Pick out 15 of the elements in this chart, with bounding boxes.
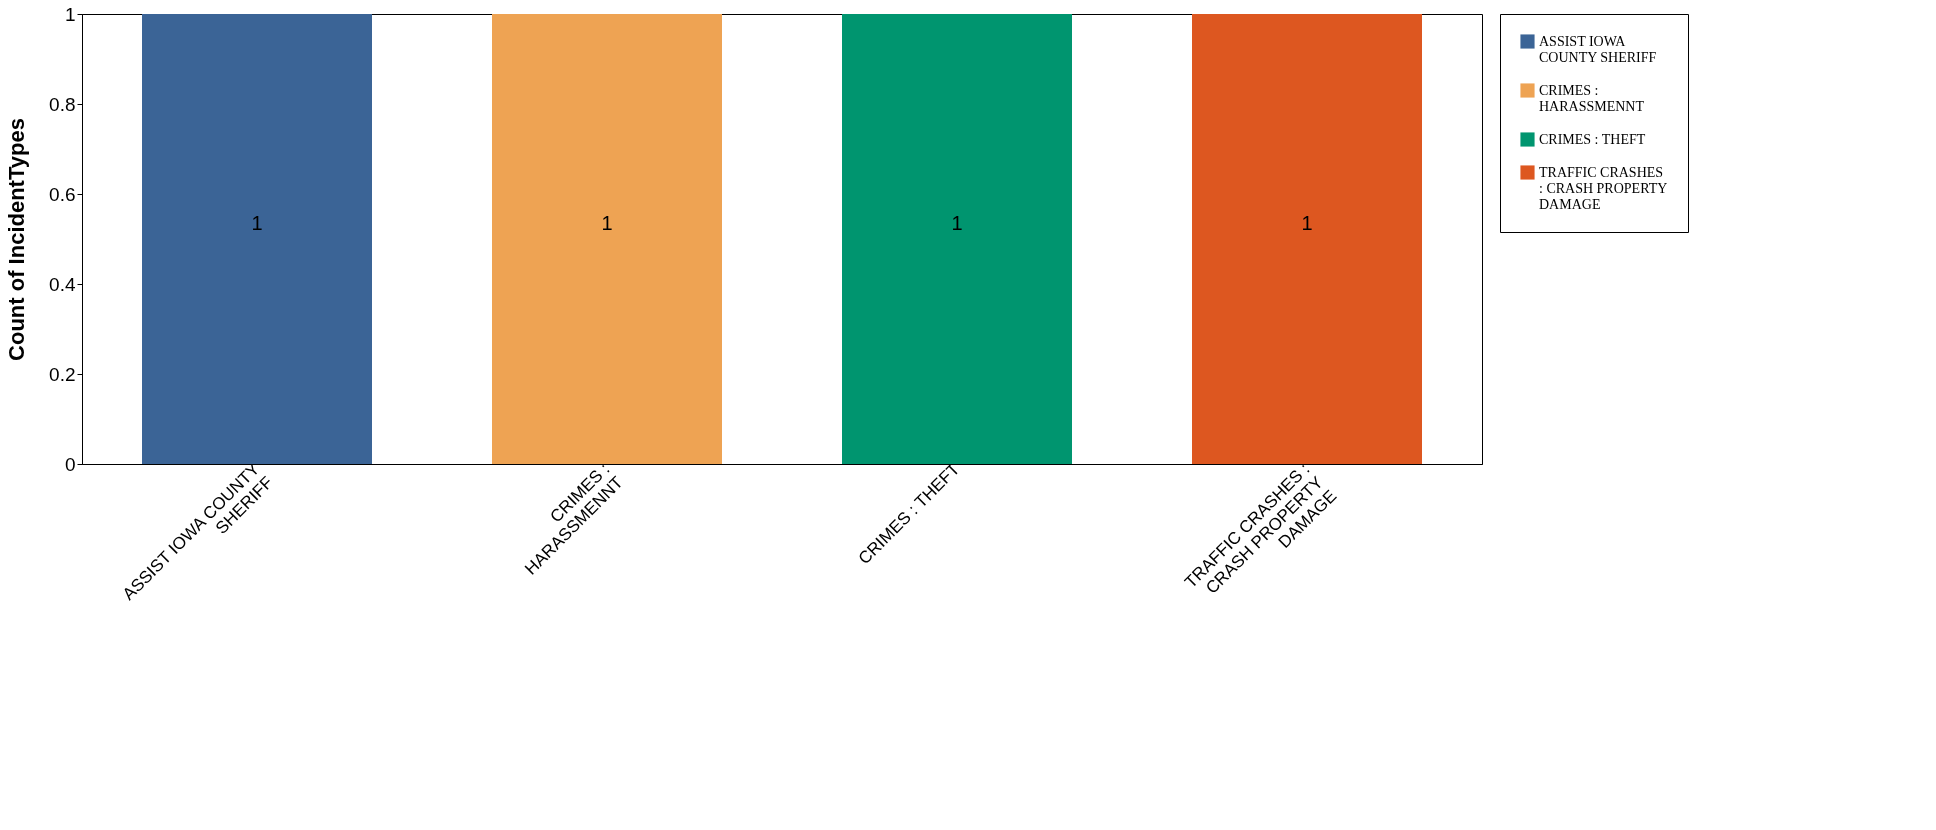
y-tick-label: 0.2: [49, 363, 76, 385]
y-tick-label: 0: [64, 453, 76, 475]
legend-label: ASSIST IOWA COUNTY SHERIFF: [1539, 33, 1657, 65]
legend-label: CRIMES : HARASSMENNT: [1539, 82, 1645, 114]
y-tick-label: 0.4: [49, 273, 76, 295]
y-tick-label: 0.8: [49, 93, 76, 115]
data-label: 1: [1301, 212, 1313, 234]
y-axis-title: Count of IncidentTypes: [4, 118, 30, 361]
y-tick-label: 0.6: [49, 183, 76, 205]
legend-label: CRIMES : THEFT: [1539, 131, 1646, 147]
data-label: 1: [951, 212, 963, 234]
y-tick-label: 1: [64, 3, 76, 25]
legend-label: TRAFFIC CRASHES : CRASH PROPERTY DAMAGE: [1539, 164, 1668, 212]
data-label: 1: [251, 212, 263, 234]
data-label: 1: [601, 212, 613, 234]
